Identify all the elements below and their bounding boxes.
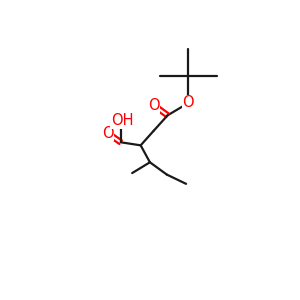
Text: O: O — [183, 95, 194, 110]
Text: O: O — [102, 125, 113, 140]
Text: O: O — [148, 98, 160, 113]
Text: OH: OH — [111, 113, 134, 128]
